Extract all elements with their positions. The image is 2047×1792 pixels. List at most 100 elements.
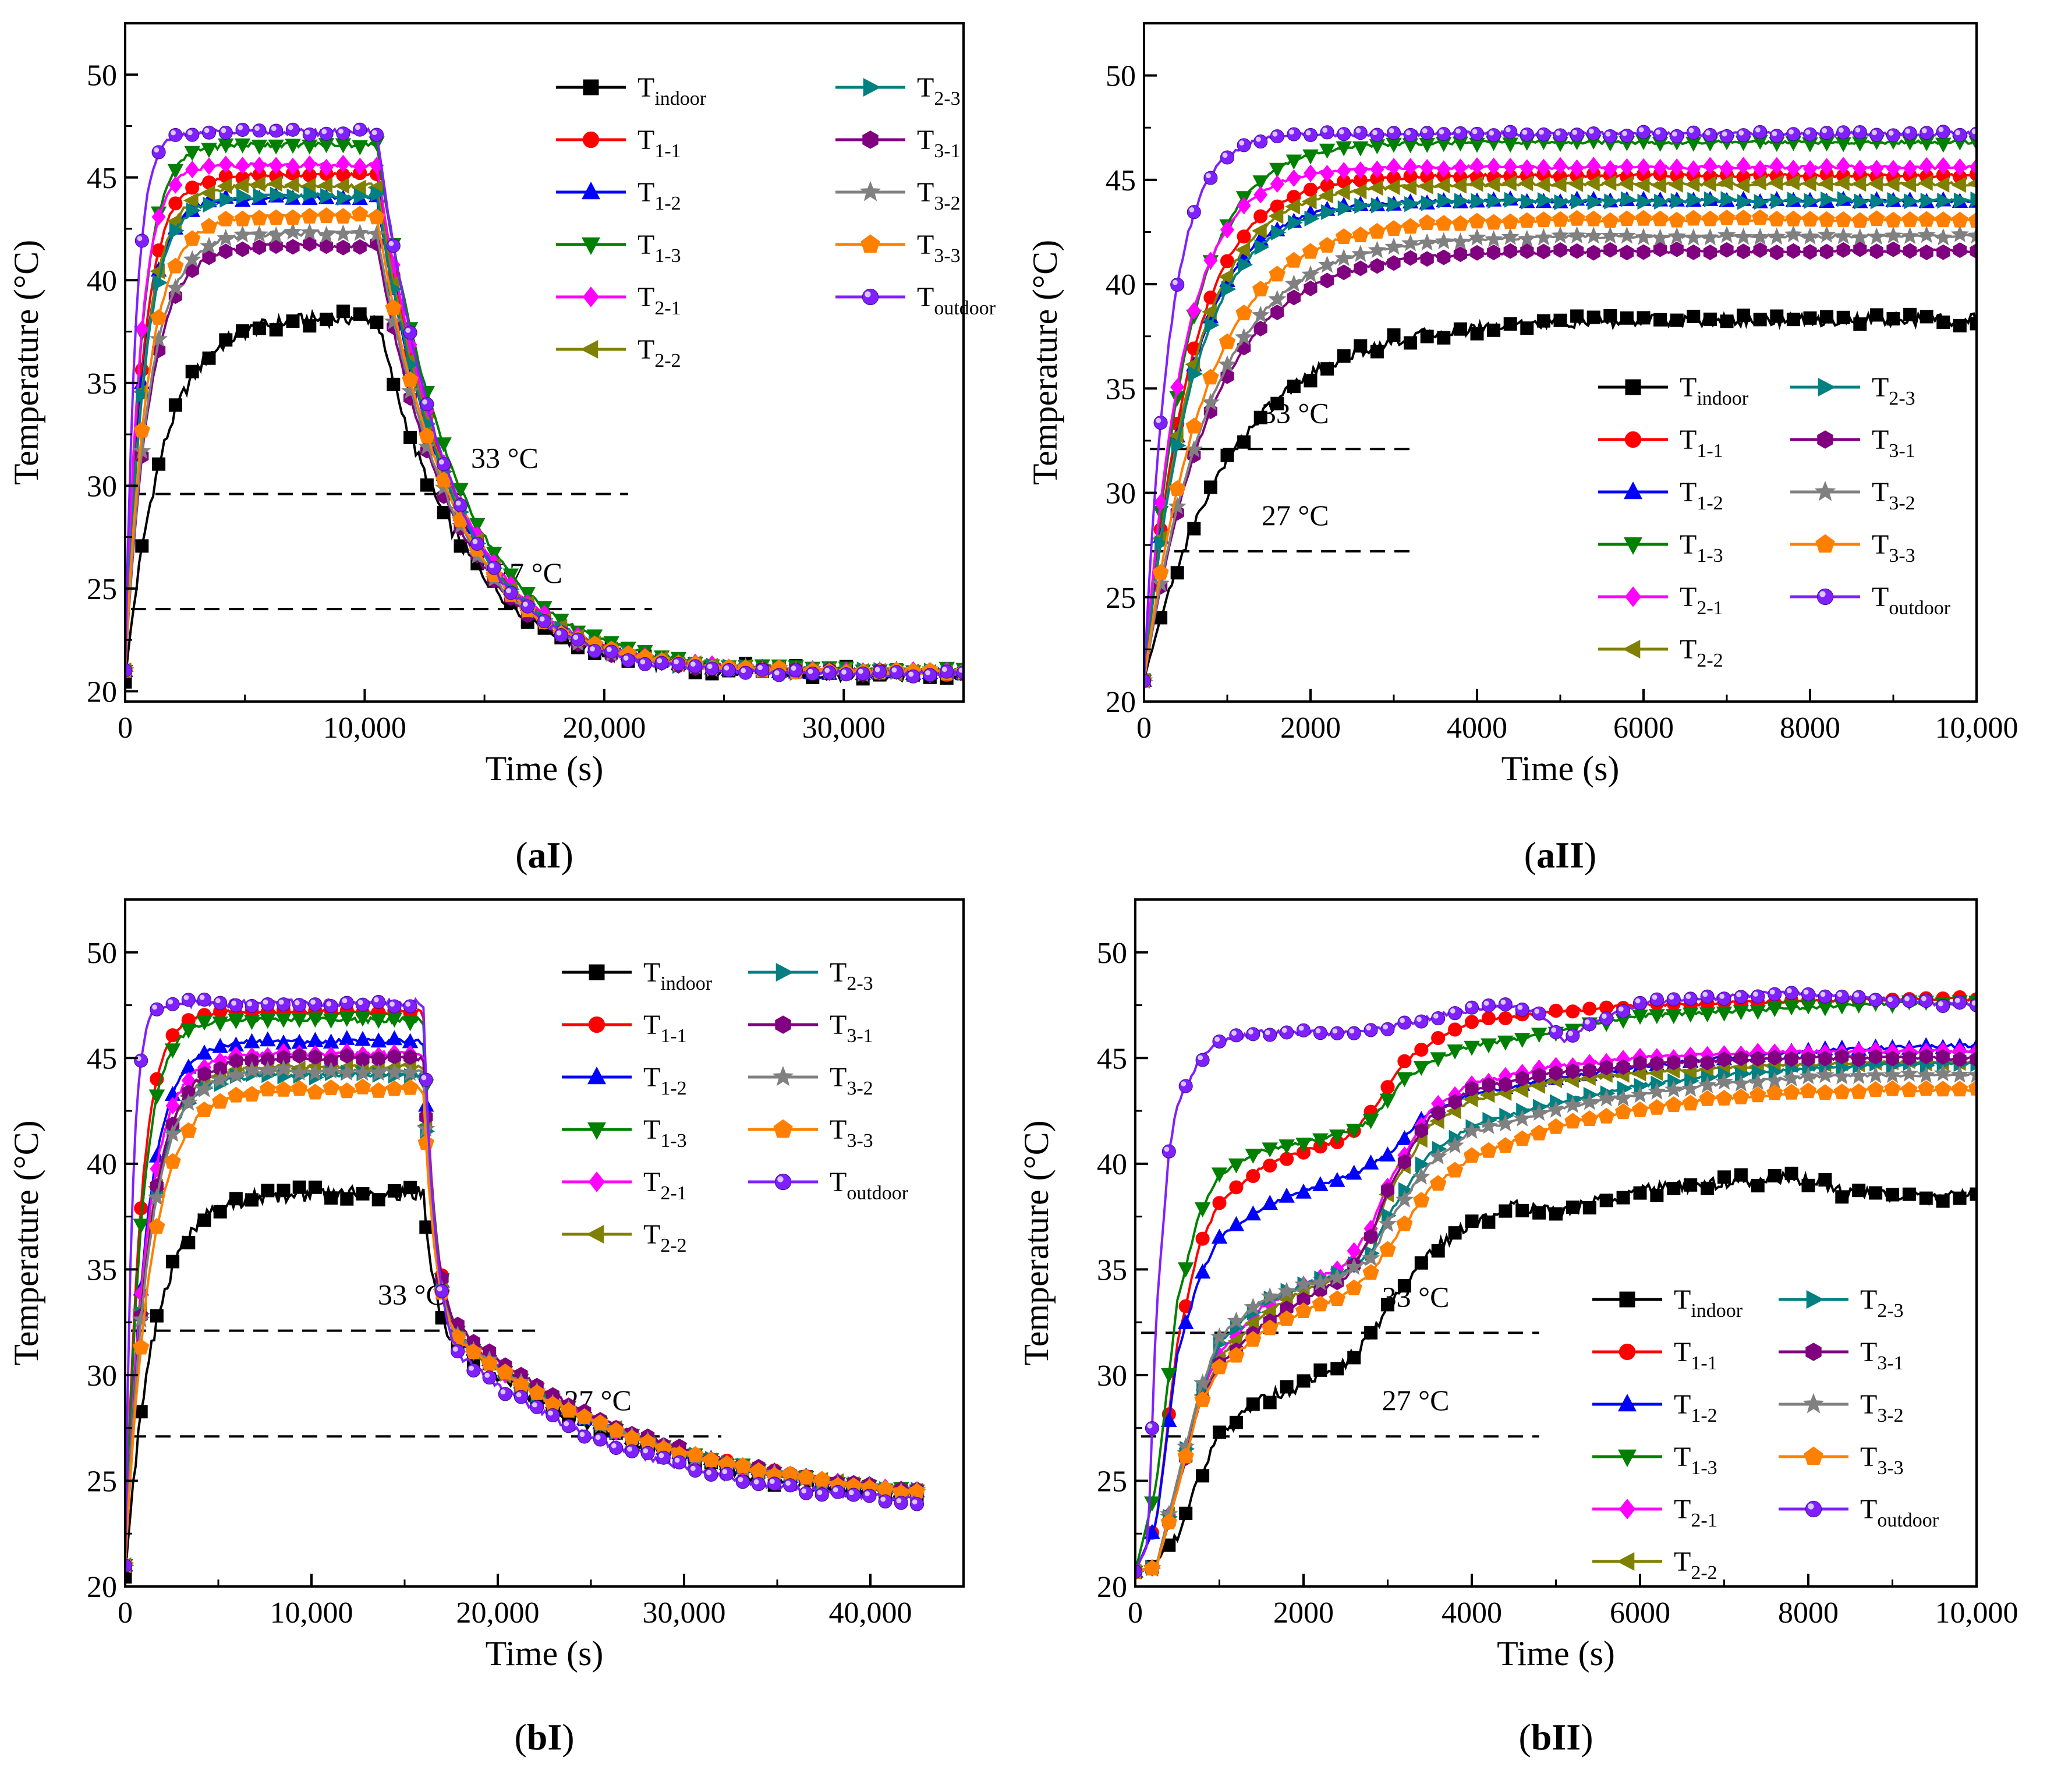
data-point-3-3	[1564, 1113, 1581, 1129]
data-point-3-1	[1737, 243, 1751, 260]
data-point-outdoor-highlight	[958, 667, 964, 673]
data-point-1-3	[268, 139, 284, 155]
data-point-outdoor-highlight	[724, 665, 729, 671]
data-point-outdoor	[878, 1494, 893, 1508]
legend-marker	[588, 1171, 605, 1192]
data-point-outdoor-highlight	[539, 616, 545, 622]
data-point-2-1	[336, 154, 350, 173]
data-point-2-2	[1334, 184, 1350, 201]
data-point-3-3	[1785, 210, 1802, 226]
legend-marker	[1617, 1394, 1637, 1412]
data-point-outdoor-highlight	[472, 539, 478, 544]
data-point-outdoor	[369, 128, 384, 142]
data-point-3-3	[734, 1457, 751, 1473]
data-point-2-1	[1769, 157, 1784, 175]
data-point-outdoor-highlight	[1938, 127, 1944, 132]
data-point-outdoor-highlight	[556, 630, 562, 636]
data-point-1-2	[1379, 1146, 1396, 1161]
data-point-outdoor-highlight	[484, 1372, 490, 1378]
data-point-outdoor-highlight	[171, 130, 176, 136]
data-point-outdoor-highlight	[522, 601, 528, 607]
data-point-3-2	[1784, 225, 1803, 243]
legend-marker	[583, 79, 599, 95]
data-point-3-3	[1835, 211, 1852, 227]
data-point-2-1	[1187, 302, 1201, 320]
data-point-3-3	[180, 1122, 197, 1138]
data-point-outdoor	[1536, 127, 1551, 141]
data-point-3-3	[133, 422, 150, 438]
data-point-3-3	[1716, 1089, 1733, 1106]
data-point-3-2	[1801, 227, 1819, 245]
data-point-2-1	[165, 1096, 180, 1115]
data-point-3-2	[1311, 1273, 1330, 1291]
data-point-outdoor	[1178, 1079, 1193, 1093]
data-point-outdoor	[150, 1002, 164, 1017]
data-point-1-1	[1414, 1042, 1429, 1057]
data-point-2-3	[253, 188, 268, 204]
data-point-outdoor-highlight	[215, 998, 221, 1004]
data-point-indoor	[371, 1193, 385, 1207]
data-point-3-2	[1782, 1069, 1801, 1086]
legend-label: T2-3	[1872, 372, 1915, 409]
data-point-outdoor-highlight	[808, 668, 813, 674]
data-point-3-3	[133, 1338, 150, 1355]
legend-item-indoor: Tindoor	[1598, 372, 1749, 409]
legend-marker	[1805, 1500, 1822, 1518]
data-point-indoor	[1196, 1469, 1210, 1483]
data-point-outdoor	[1448, 1006, 1462, 1021]
data-point-1-3	[323, 1014, 339, 1029]
data-point-outdoor-highlight	[1655, 129, 1661, 135]
data-point-outdoor	[909, 1497, 925, 1511]
data-point-3-2	[369, 1063, 388, 1081]
data-point-3-3	[335, 208, 352, 224]
data-point-outdoor-highlight	[1338, 129, 1344, 134]
data-point-indoor	[1499, 1204, 1513, 1218]
data-point-outdoor-highlight	[643, 1448, 649, 1454]
data-point-outdoor	[1953, 996, 1967, 1010]
data-point-outdoor-highlight	[1551, 1027, 1557, 1033]
data-point-outdoor-highlight	[455, 500, 461, 506]
data-point-outdoor-highlight	[1372, 130, 1377, 136]
data-point-3-3	[1413, 1192, 1430, 1208]
data-point-outdoor	[1386, 126, 1401, 140]
data-point-3-2	[1251, 306, 1270, 323]
legend-marker	[1804, 1446, 1823, 1465]
data-point-1-3	[148, 1089, 165, 1105]
legend-item-indoor: Tindoor	[556, 72, 707, 109]
data-point-outdoor-highlight	[1635, 998, 1641, 1004]
data-point-3-3	[243, 1086, 260, 1102]
data-point-3-2	[353, 1063, 372, 1081]
data-point-outdoor-highlight	[774, 670, 780, 676]
legend-item-2-1: T2-1	[1598, 582, 1723, 619]
data-point-outdoor	[336, 126, 350, 141]
data-point-outdoor-highlight	[1921, 996, 1926, 1001]
data-point-outdoor-highlight	[1772, 131, 1777, 136]
data-point-outdoor	[1135, 1564, 1143, 1579]
data-point-indoor	[1919, 310, 1933, 324]
data-point-outdoor	[1784, 986, 1799, 1000]
data-point-2-1	[1553, 157, 1568, 175]
legend-label: Tindoor	[643, 957, 713, 994]
data-point-2-3	[1238, 257, 1253, 273]
data-point-2-2	[1801, 175, 1816, 192]
data-point-outdoor	[1836, 125, 1851, 140]
data-point-1-3	[355, 1011, 371, 1027]
x-tick-label: 2000	[1280, 711, 1341, 745]
data-point-indoor	[1703, 312, 1717, 326]
data-point-3-3	[196, 1101, 213, 1117]
data-point-2-3	[1587, 194, 1603, 210]
data-point-indoor	[1482, 1215, 1496, 1229]
data-point-outdoor-highlight	[896, 1498, 902, 1503]
data-point-3-1	[1701, 1054, 1715, 1071]
data-point-indoor	[1751, 1179, 1765, 1193]
data-point-outdoor	[324, 998, 338, 1014]
legend-item-1-2: T1-2	[1598, 477, 1723, 514]
data-point-2-3	[1887, 192, 1903, 208]
legend-label: T2-1	[1680, 582, 1723, 619]
data-point-1-2	[1295, 1183, 1312, 1199]
legend-marker	[1817, 430, 1833, 449]
legend-marker	[1815, 534, 1835, 553]
legend-label: T3-1	[830, 1010, 873, 1047]
data-point-3-2	[1867, 227, 1886, 245]
y-tick-label: 45	[87, 162, 117, 195]
